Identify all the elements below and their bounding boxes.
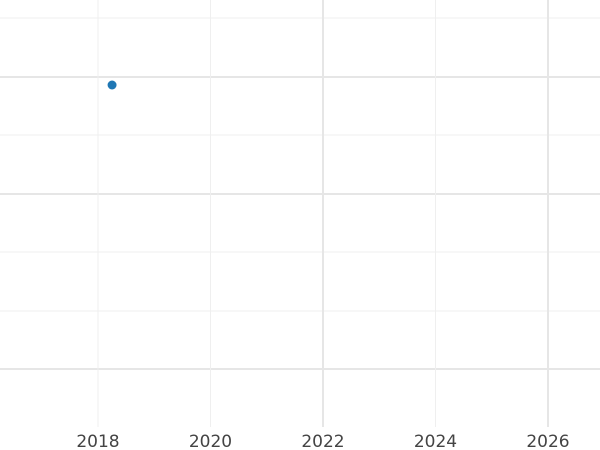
x-tick-label: 2020 [189,432,232,450]
x-tick-label: 2024 [414,432,457,450]
x-tick-label: 2018 [76,432,119,450]
x-tick-label: 2022 [301,432,344,450]
x-tick-label: 2026 [526,432,569,450]
data-point [107,80,117,90]
